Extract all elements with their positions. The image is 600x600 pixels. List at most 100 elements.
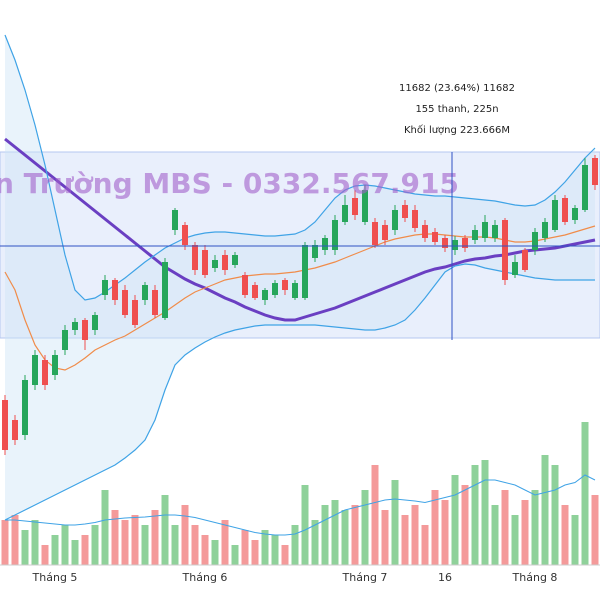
candle-body (562, 198, 568, 222)
volume-bar (331, 500, 339, 565)
candle-body (572, 208, 578, 220)
volume-bar (481, 460, 489, 565)
tooltip-volume: Khối lượng 223.666M (404, 124, 510, 136)
candle-body (92, 315, 98, 330)
candle-body (342, 205, 348, 222)
volume-bar (341, 510, 349, 565)
volume-bar (371, 465, 379, 565)
candle-body (302, 245, 308, 298)
volume-bar (511, 515, 519, 565)
indicator-line (4, 137, 596, 322)
volume-bar (491, 505, 499, 565)
volume-bar (431, 490, 439, 565)
volume-bar (251, 540, 259, 565)
volume-bar (51, 535, 59, 565)
candle-body (32, 355, 38, 385)
volume-bar (411, 505, 419, 565)
tooltip-price: 11682 (23.64%) 11682 (399, 83, 515, 94)
candle-body (502, 220, 508, 280)
volume-bar (581, 422, 589, 565)
x-axis-strip (0, 565, 600, 600)
range-box (0, 151, 600, 339)
volume-bar (501, 490, 509, 565)
candle-body (512, 262, 518, 275)
volume-bar (221, 520, 229, 565)
volume-bar (41, 545, 49, 565)
candle-body (382, 225, 388, 240)
indicator-line (4, 225, 596, 371)
volume-bar (181, 505, 189, 565)
volume-bar (191, 525, 199, 565)
candle-body (472, 230, 478, 240)
candle-body (222, 255, 228, 270)
volume-bar (301, 485, 309, 565)
candle-body (142, 285, 148, 300)
candle-body (452, 240, 458, 250)
volume-bar (571, 515, 579, 565)
candle-body (262, 290, 268, 300)
x-tick-label: 16 (438, 571, 452, 584)
x-tick-label: Tháng 8 (512, 571, 558, 584)
volume-bar (91, 525, 99, 565)
candle-body (432, 232, 438, 242)
indicator-line (4, 263, 595, 521)
volume-bar (591, 495, 599, 565)
volume-bar (121, 520, 129, 565)
tooltip-box (388, 74, 526, 144)
volume-bar (451, 475, 459, 565)
candle-body (492, 225, 498, 238)
x-tick-label: Tháng 7 (342, 571, 388, 584)
volume-bar (241, 530, 249, 565)
candle-body (232, 255, 238, 265)
candle-body (552, 200, 558, 230)
candle-body (152, 290, 158, 315)
candle-body (582, 165, 588, 210)
volume-bar (361, 490, 369, 565)
volume-bar (471, 465, 479, 565)
volume-bar (321, 505, 329, 565)
volume-bar (461, 485, 469, 565)
volume-bar (521, 500, 529, 565)
volume-bar (281, 545, 289, 565)
candle-body (282, 280, 288, 290)
candle-body (12, 420, 18, 440)
volume-bar (541, 455, 549, 565)
volume-bar (261, 530, 269, 565)
volume-bar (311, 520, 319, 565)
volume-bar (141, 525, 149, 565)
candle-body (202, 250, 208, 275)
candle-body (62, 330, 68, 350)
candle-body (412, 210, 418, 228)
candle-body (102, 280, 108, 295)
volume-bar (11, 515, 19, 565)
volume-bar (71, 540, 79, 565)
candle-body (392, 210, 398, 230)
candle-body (362, 190, 368, 222)
candle-body (162, 262, 168, 318)
volume-bar (111, 510, 119, 565)
volume-bar (61, 525, 69, 565)
candle-body (402, 205, 408, 218)
candle-body (172, 210, 178, 230)
candle-body (312, 245, 318, 258)
volume-bar (1, 520, 9, 565)
candle-body (292, 283, 298, 298)
candle-body (532, 232, 538, 250)
volume-bar (441, 500, 449, 565)
candle-body (52, 355, 58, 375)
candle-body (132, 300, 138, 325)
volume-bar (381, 510, 389, 565)
volume-bar (161, 495, 169, 565)
candle-body (322, 238, 328, 250)
volume-bar (391, 480, 399, 565)
volume-bar (531, 490, 539, 565)
candle-body (22, 380, 28, 435)
volume-bar (31, 520, 39, 565)
candle-body (122, 290, 128, 315)
tooltip-bars: 155 thanh, 225n (415, 104, 498, 115)
candle-body (42, 360, 48, 385)
candle-body (242, 275, 248, 295)
volume-bar (131, 515, 139, 565)
volume-bar (201, 535, 209, 565)
volume-line (5, 474, 596, 536)
